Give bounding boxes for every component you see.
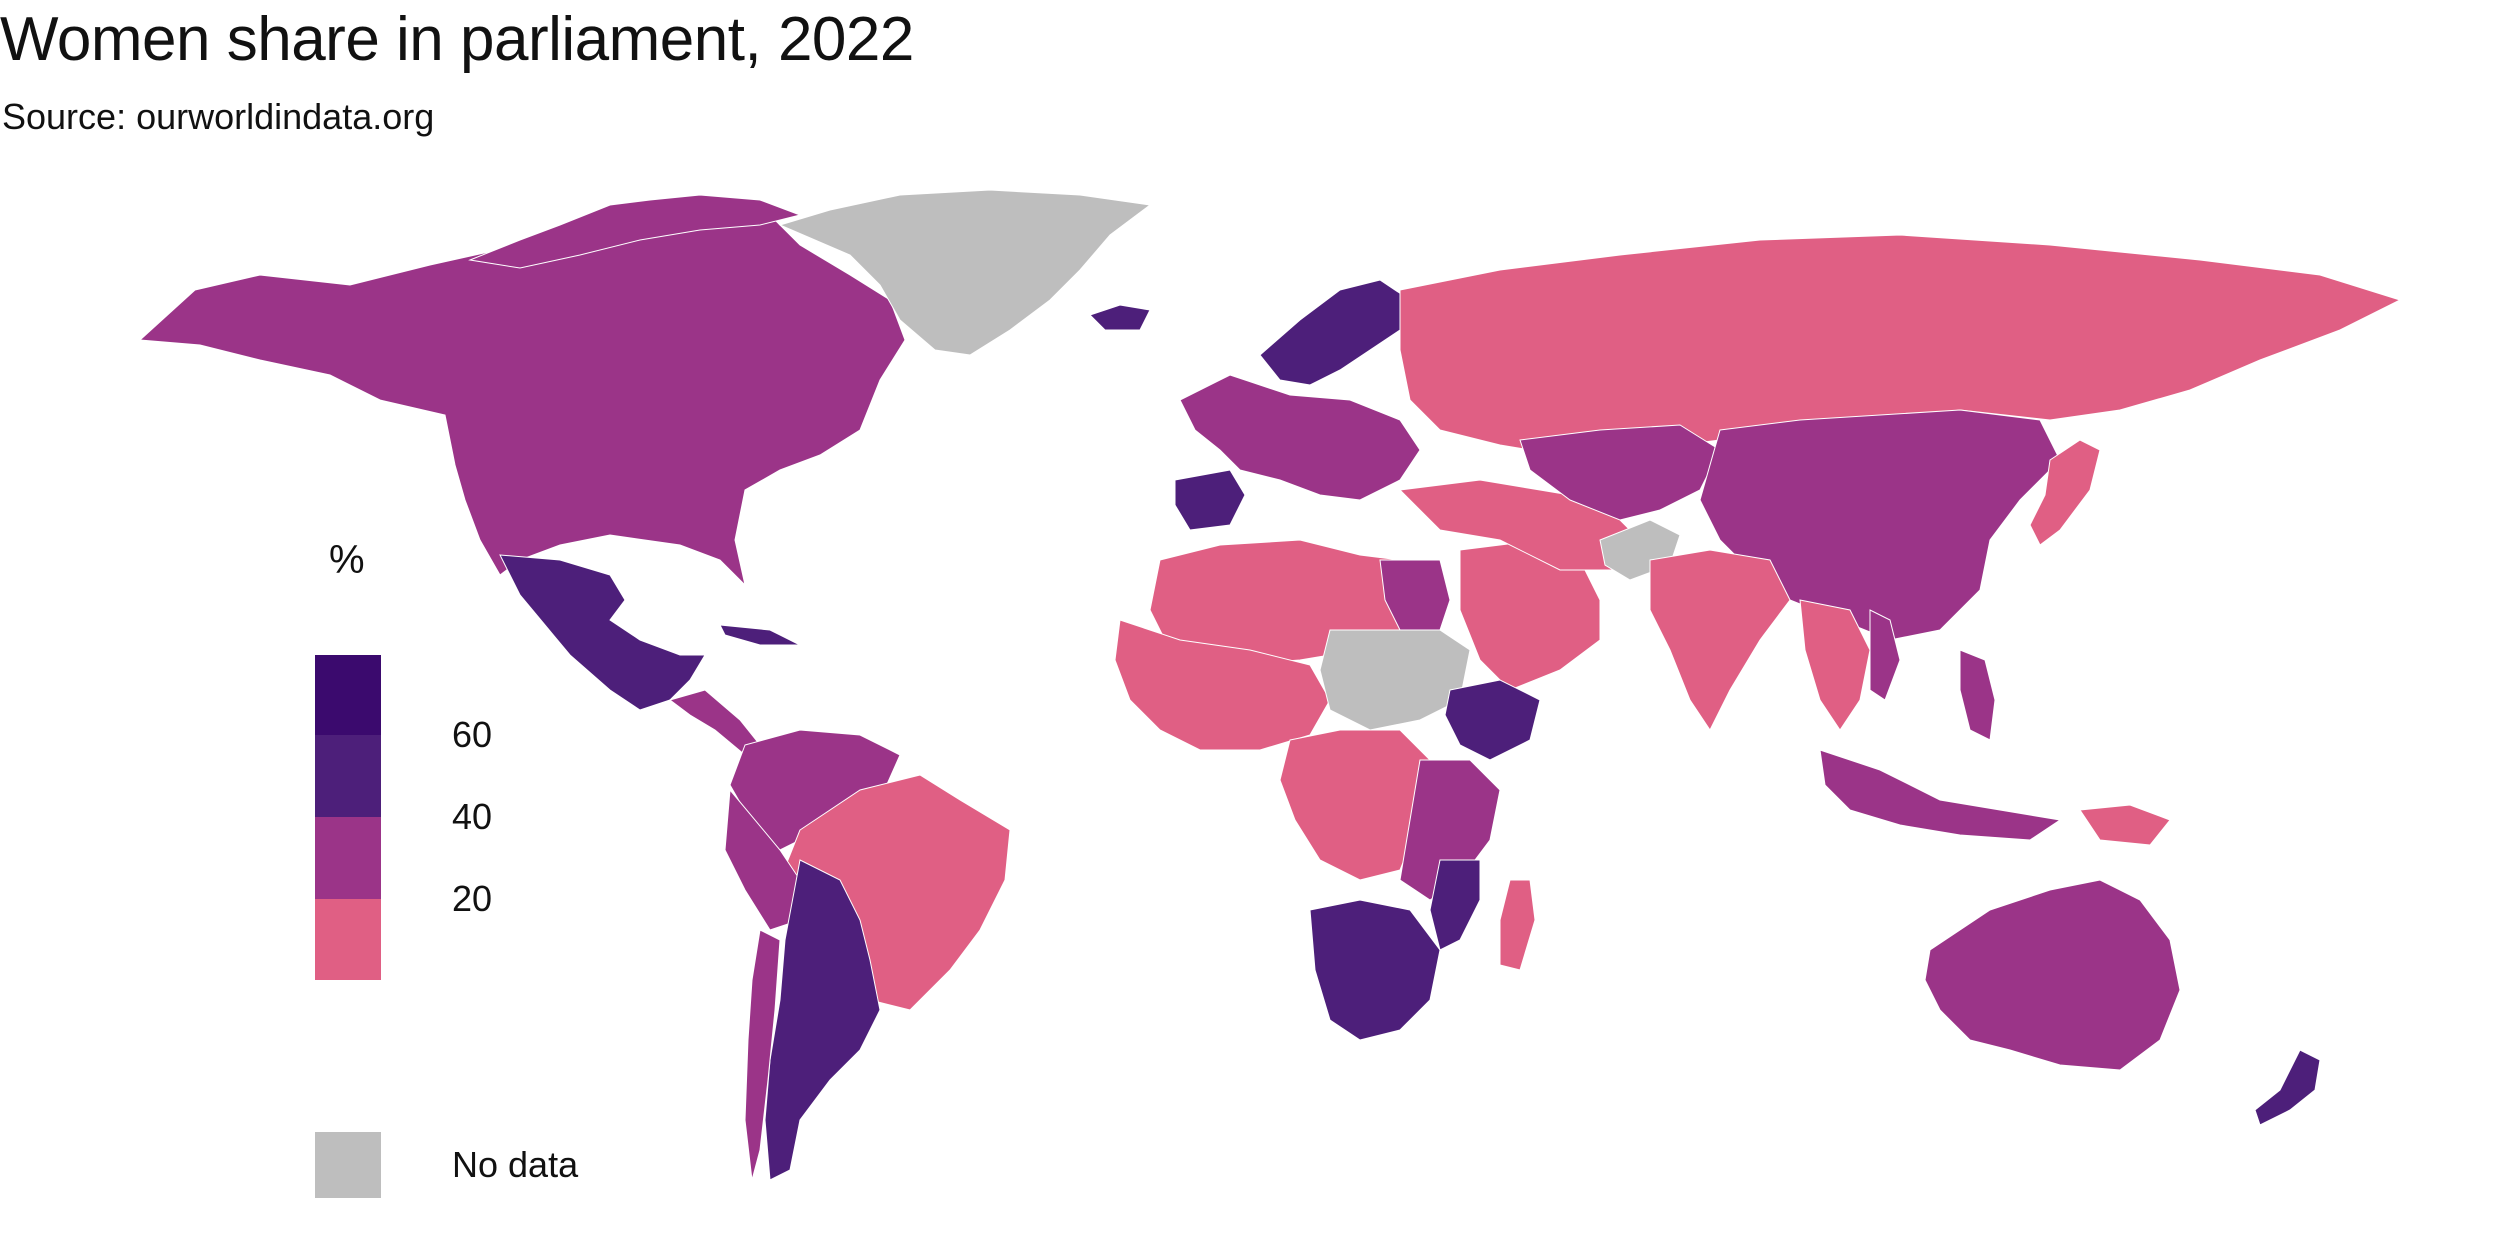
chart-subtitle: Source: ourworldindata.org xyxy=(2,96,435,137)
region-papua xyxy=(2079,804,2171,846)
region-central-africa xyxy=(1279,729,1431,881)
chart-title: Women share in parliament, 2022 xyxy=(0,5,914,74)
legend-swatch-very-high xyxy=(315,655,381,735)
region-west-africa xyxy=(1114,619,1331,751)
legend-tick-20: 20 xyxy=(452,878,493,919)
legend-swatch-low xyxy=(315,899,381,980)
legend-tick-60: 60 xyxy=(452,714,493,755)
region-se-asia xyxy=(1799,599,1871,731)
region-japan xyxy=(2029,439,2101,546)
legend-title: % xyxy=(329,538,365,582)
region-russia xyxy=(1399,234,2402,456)
region-new-zealand xyxy=(2254,1049,2321,1126)
region-peru-bolivia xyxy=(724,788,801,931)
region-argentina-bolivia xyxy=(764,859,881,1181)
region-philippines xyxy=(1959,649,1996,741)
region-mozambique xyxy=(1429,859,1481,951)
legend-no-data-label: No data xyxy=(452,1144,579,1185)
region-europe-west xyxy=(1179,374,1421,501)
region-australia xyxy=(1924,879,2181,1071)
region-madagascar xyxy=(1499,879,1536,971)
region-iceland xyxy=(1089,304,1151,331)
region-sahel-nodata xyxy=(1319,629,1471,731)
legend-swatch-high xyxy=(315,735,381,817)
region-greenland xyxy=(778,189,1152,356)
region-southern-africa xyxy=(1309,899,1441,1041)
region-arctic-islands xyxy=(468,194,802,269)
region-cuba xyxy=(719,624,801,646)
region-scandinavia xyxy=(1259,279,1411,386)
region-central-asia xyxy=(1519,424,1721,521)
region-ethiopia xyxy=(1444,679,1541,761)
region-india xyxy=(1649,549,1791,731)
region-mexico xyxy=(499,554,706,711)
legend-swatch-no-data xyxy=(315,1132,381,1198)
region-indonesia xyxy=(1819,749,2062,841)
region-chile xyxy=(744,929,781,1181)
legend-swatch-mid xyxy=(315,817,381,899)
legend-tick-40: 40 xyxy=(452,796,493,837)
region-iberia xyxy=(1174,469,1246,531)
region-vietnam xyxy=(1869,609,1901,701)
